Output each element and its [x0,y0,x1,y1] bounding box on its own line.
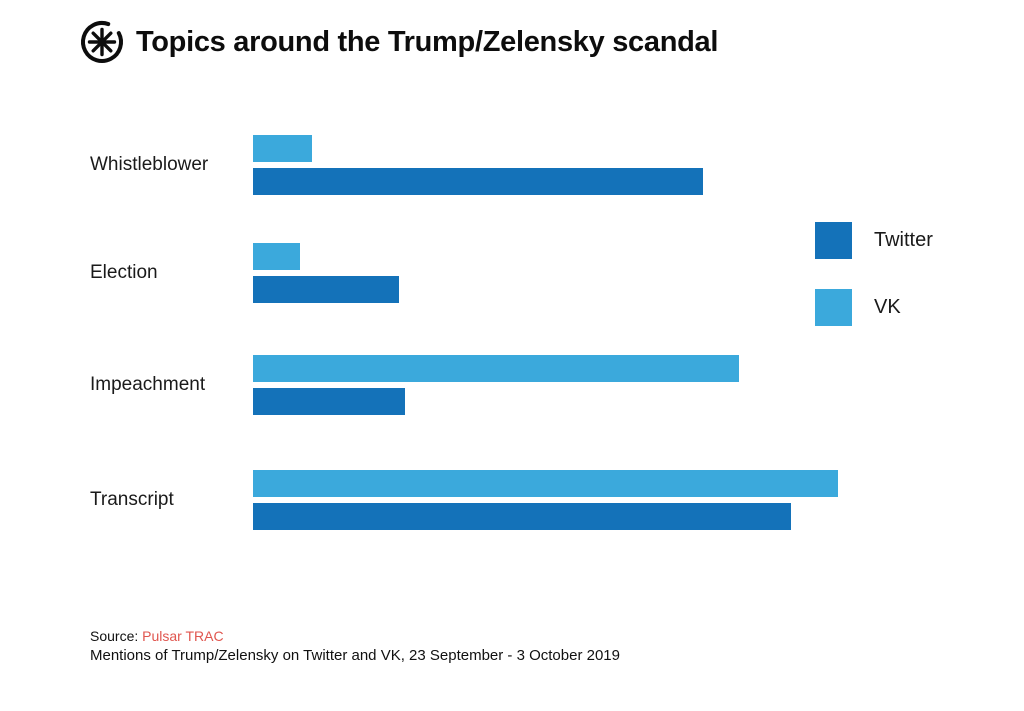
bar-vk [253,243,300,270]
chart-row: Election [90,243,838,303]
bar-twitter [253,388,406,415]
legend-swatch-twitter [815,222,852,259]
bar-chart: Whistleblower Election Impeachment Transcri… [90,135,838,530]
bar-twitter [253,168,704,195]
category-label: Impeachment [90,374,206,395]
chart-row: Impeachment [90,355,838,415]
source-name: Pulsar TRAC [142,628,224,644]
bar-track [253,243,838,303]
chart-legend: Twitter VK [815,222,933,356]
chart-caption: Mentions of Trump/Zelensky on Twitter an… [90,647,620,664]
bar-track [253,355,838,415]
page-title: Topics around the Trump/Zelensky scandal [136,25,719,58]
bar-vk [253,355,739,382]
bar-twitter [253,503,792,530]
bar-track [253,135,838,195]
category-label: Transcript [90,489,174,510]
category-label: Whistleblower [90,154,209,175]
chart-footer: Source: Pulsar TRAC Mentions of Trump/Ze… [90,628,620,664]
chart-rows: Whistleblower Election Impeachment Transcri… [90,135,838,530]
chart-row: Transcript [90,470,838,530]
legend-item-twitter: Twitter [815,222,933,259]
chart-header: Topics around the Trump/Zelensky scandal [78,18,718,66]
legend-label: VK [874,296,901,318]
legend-swatch-vk [815,289,852,326]
bar-twitter [253,276,400,303]
bar-track [253,470,838,530]
bar-vk [253,470,838,497]
category-label: Election [90,262,158,283]
legend-item-vk: VK [815,289,933,326]
bar-vk [253,135,312,162]
source-label: Source: [90,628,139,644]
pulsar-starburst-icon [78,18,126,66]
source-line: Source: Pulsar TRAC [90,628,620,644]
chart-row: Whistleblower [90,135,838,195]
legend-label: Twitter [874,229,933,251]
